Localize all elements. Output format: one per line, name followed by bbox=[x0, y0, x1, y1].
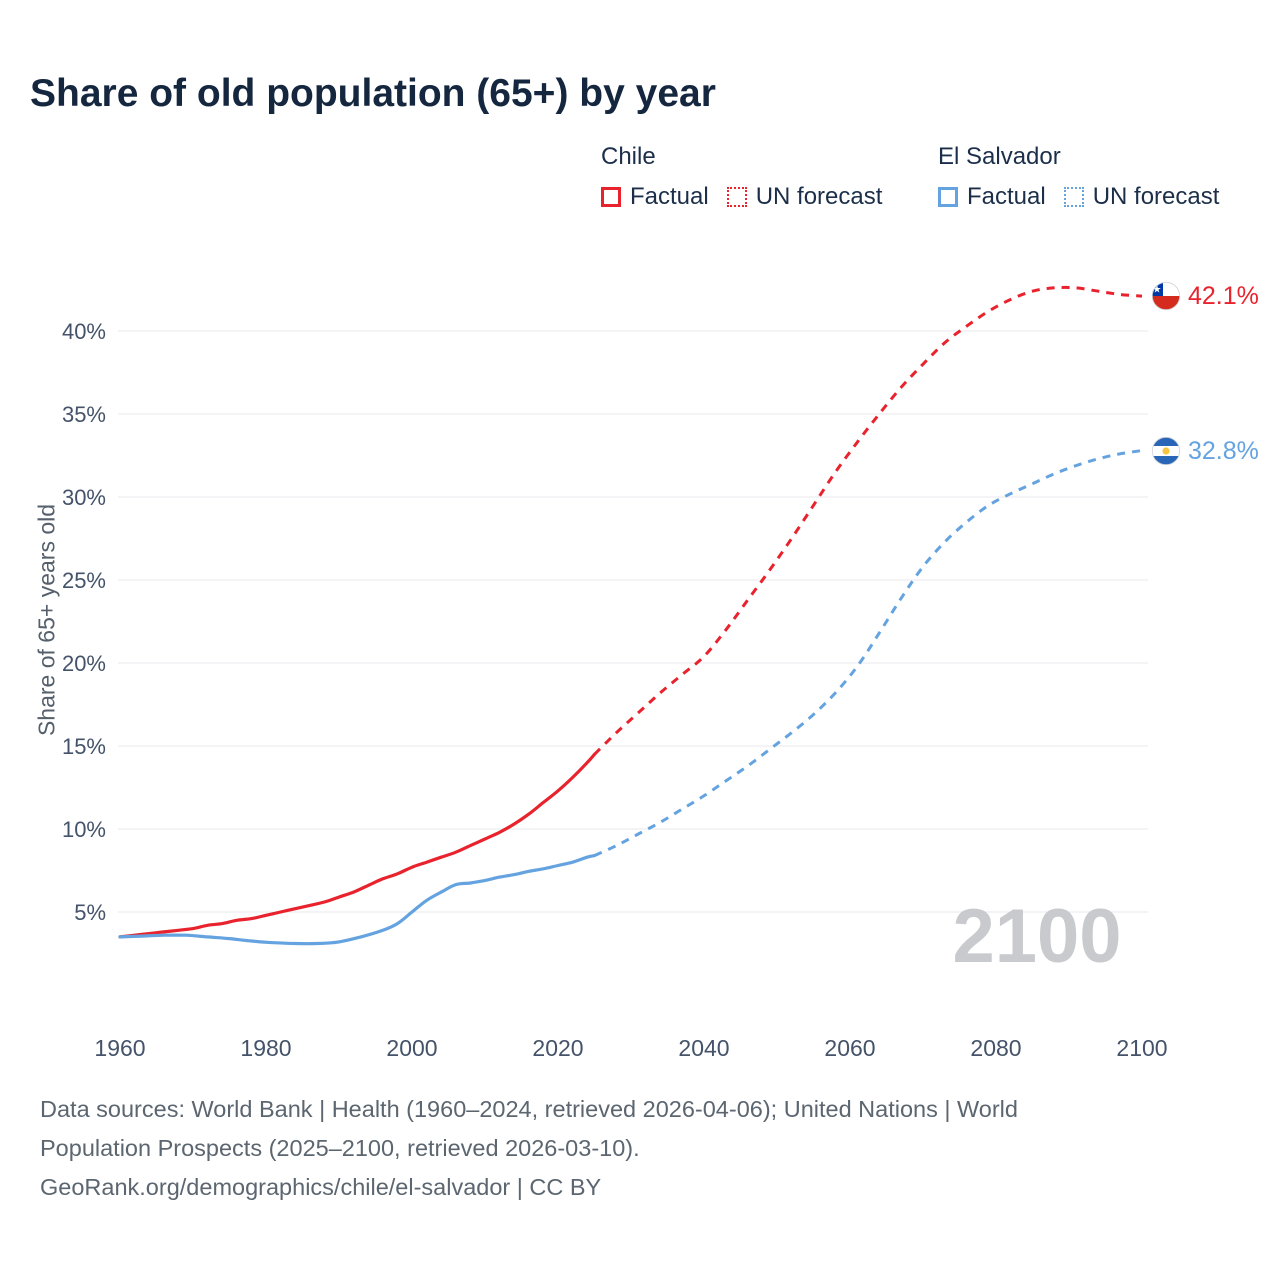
El Salvador-factual-line bbox=[118, 854, 597, 946]
watermark-year: 2100 bbox=[952, 894, 1121, 979]
y-tick-label: 35% bbox=[62, 402, 106, 427]
chile-end-value-label: 42.1% bbox=[1188, 282, 1259, 311]
page-title: Share of old population (65+) by year bbox=[30, 72, 716, 115]
legend-row-el-salvador: Factual UN forecast bbox=[938, 183, 1219, 211]
x-tick-label: 1960 bbox=[94, 1035, 145, 1061]
legend-group-el-salvador: El Salvador Factual UN forecast bbox=[938, 143, 1219, 211]
footer-line-2: Population Prospects (2025–2100, retriev… bbox=[40, 1135, 640, 1161]
legend-entry-el-salvador-factual[interactable]: Factual bbox=[938, 183, 1046, 211]
line-chart: 5% 10% 15% 20% 25% 30% 35% 40% 1960 1980 2000 2020 2… bbox=[62, 285, 1168, 1061]
el-salvador-forecast-swatch-icon bbox=[1063, 187, 1084, 207]
legend-label-chile-factual: Factual bbox=[630, 183, 709, 210]
legend-label-chile-forecast: UN forecast bbox=[755, 183, 883, 210]
footer-line-3: GeoRank.org/demographics/chile/el-salvad… bbox=[40, 1174, 602, 1200]
x-tick-label: 1980 bbox=[240, 1035, 291, 1061]
legend-label-el-salvador-factual: Factual bbox=[967, 183, 1046, 210]
x-tick-label: 2060 bbox=[824, 1035, 875, 1061]
legend-entry-el-salvador-forecast[interactable]: UN forecast bbox=[1063, 183, 1220, 211]
chile-end-marker: ★ 42.1% bbox=[1151, 281, 1259, 311]
chile-flag-icon: ★ bbox=[1151, 282, 1181, 311]
El Salvador-forecast-line bbox=[593, 449, 1143, 857]
el-salvador-flag-icon bbox=[1151, 436, 1181, 465]
el-salvador-end-marker: 32.8% bbox=[1151, 436, 1259, 466]
x-tick-label: 2100 bbox=[1116, 1035, 1167, 1061]
y-tick-label: 10% bbox=[62, 817, 106, 842]
Chile-factual-line bbox=[118, 752, 597, 939]
svg-text:★: ★ bbox=[1153, 285, 1162, 296]
legend-group-chile: Chile Factual UN forecast bbox=[601, 143, 882, 211]
y-tick-label: 20% bbox=[62, 651, 106, 676]
footer-line-1: Data sources: World Bank | Health (1960–… bbox=[40, 1096, 1018, 1122]
y-tick-label: 15% bbox=[62, 734, 106, 759]
y-tick-label: 30% bbox=[62, 485, 106, 510]
legend-country-chile: Chile bbox=[601, 143, 656, 170]
legend-entry-chile-factual[interactable]: Factual bbox=[601, 183, 709, 211]
legend-entry-chile-forecast[interactable]: UN forecast bbox=[726, 183, 883, 211]
Chile-forecast-line bbox=[593, 285, 1143, 756]
legend-row-chile: Factual UN forecast bbox=[601, 183, 882, 211]
footer: Data sources: World Bank | Health (1960–… bbox=[40, 1090, 1018, 1207]
y-tick-label: 25% bbox=[62, 568, 106, 593]
y-tick-label: 5% bbox=[74, 900, 106, 925]
x-tick-label: 2000 bbox=[386, 1035, 437, 1061]
chile-factual-swatch-icon bbox=[601, 187, 621, 207]
el-salvador-factual-swatch-icon bbox=[938, 187, 958, 207]
x-tick-label: 2080 bbox=[970, 1035, 1021, 1061]
legend-label-el-salvador-forecast: UN forecast bbox=[1092, 183, 1220, 210]
x-tick-label: 2020 bbox=[532, 1035, 583, 1061]
chile-forecast-swatch-icon bbox=[726, 187, 747, 207]
y-tick-label: 40% bbox=[62, 319, 106, 344]
x-tick-label: 2040 bbox=[678, 1035, 729, 1061]
legend-country-el-salvador: El Salvador bbox=[938, 143, 1061, 170]
el-salvador-end-value-label: 32.8% bbox=[1188, 436, 1259, 465]
